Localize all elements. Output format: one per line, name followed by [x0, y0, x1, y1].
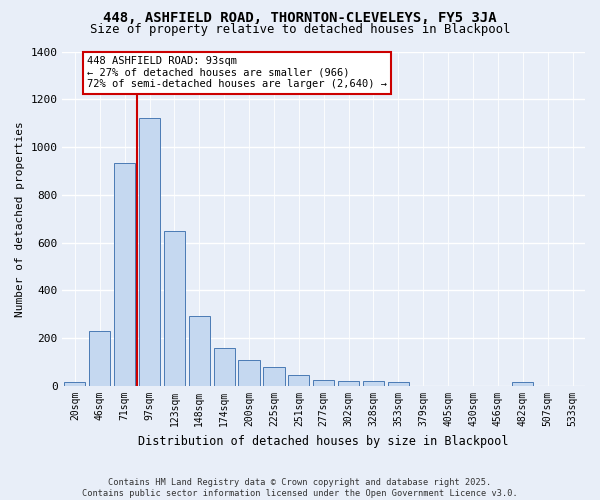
Bar [263, 367, 284, 386]
Bar [114, 162, 135, 386]
Text: Contains HM Land Registry data © Crown copyright and database right 2025.
Contai: Contains HM Land Registry data © Crown c… [82, 478, 518, 498]
Bar [512, 382, 533, 386]
Text: 448 ASHFIELD ROAD: 93sqm
← 27% of detached houses are smaller (966)
72% of semi-: 448 ASHFIELD ROAD: 93sqm ← 27% of detach… [88, 56, 388, 90]
Bar [363, 382, 384, 386]
Bar [313, 380, 334, 386]
Bar [288, 376, 310, 386]
X-axis label: Distribution of detached houses by size in Blackpool: Distribution of detached houses by size … [139, 434, 509, 448]
Bar [189, 316, 210, 386]
Bar [164, 230, 185, 386]
Bar [338, 382, 359, 386]
Text: Size of property relative to detached houses in Blackpool: Size of property relative to detached ho… [90, 23, 510, 36]
Text: 448, ASHFIELD ROAD, THORNTON-CLEVELEYS, FY5 3JA: 448, ASHFIELD ROAD, THORNTON-CLEVELEYS, … [103, 11, 497, 25]
Bar [214, 348, 235, 386]
Bar [238, 360, 260, 386]
Bar [89, 331, 110, 386]
Bar [388, 382, 409, 386]
Y-axis label: Number of detached properties: Number of detached properties [15, 121, 25, 316]
Bar [64, 382, 85, 386]
Bar [139, 118, 160, 386]
